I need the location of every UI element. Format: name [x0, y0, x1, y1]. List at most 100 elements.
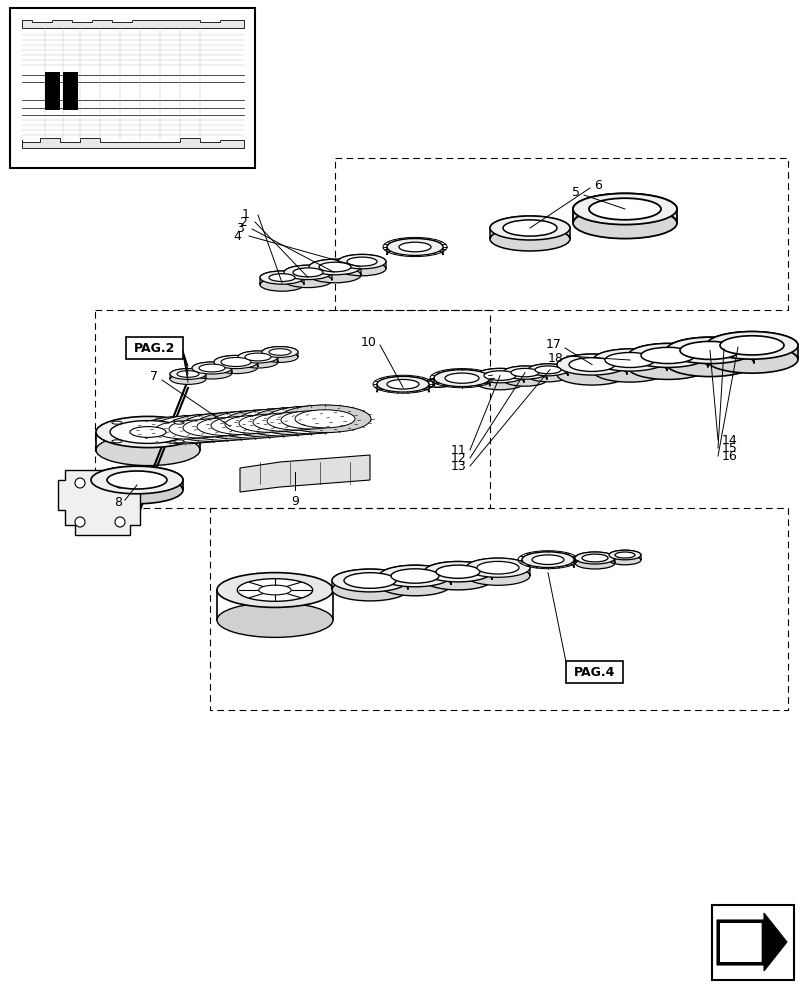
Ellipse shape: [260, 271, 303, 284]
Ellipse shape: [466, 566, 530, 585]
Polygon shape: [592, 349, 666, 371]
Circle shape: [75, 478, 85, 488]
Ellipse shape: [96, 416, 200, 448]
Ellipse shape: [510, 368, 539, 377]
Text: 9: 9: [290, 495, 298, 508]
Bar: [10, 8, 255, 168]
Ellipse shape: [107, 471, 167, 489]
Ellipse shape: [489, 227, 569, 251]
Ellipse shape: [614, 552, 634, 558]
Polygon shape: [719, 923, 761, 962]
Ellipse shape: [225, 415, 285, 433]
Ellipse shape: [237, 579, 312, 601]
Ellipse shape: [337, 261, 385, 276]
Polygon shape: [379, 565, 450, 585]
Ellipse shape: [379, 565, 450, 587]
Polygon shape: [169, 369, 206, 379]
Ellipse shape: [444, 373, 478, 383]
Circle shape: [115, 517, 125, 527]
Bar: [45, 72, 60, 110]
Ellipse shape: [475, 368, 523, 383]
Polygon shape: [489, 216, 569, 239]
Ellipse shape: [139, 416, 230, 444]
Ellipse shape: [262, 352, 298, 362]
Ellipse shape: [573, 193, 676, 225]
Ellipse shape: [279, 405, 371, 433]
Text: 13: 13: [449, 460, 466, 473]
Polygon shape: [22, 20, 243, 28]
Polygon shape: [433, 370, 489, 386]
Polygon shape: [237, 408, 328, 425]
Circle shape: [75, 517, 85, 527]
Polygon shape: [309, 259, 361, 275]
Ellipse shape: [199, 364, 225, 372]
Ellipse shape: [281, 411, 341, 429]
Text: 17: 17: [546, 338, 561, 352]
Ellipse shape: [109, 421, 186, 443]
Ellipse shape: [169, 374, 206, 384]
Text: 3: 3: [236, 223, 243, 235]
Ellipse shape: [223, 409, 315, 437]
Ellipse shape: [309, 267, 361, 283]
Ellipse shape: [436, 565, 479, 578]
Ellipse shape: [521, 552, 573, 568]
Polygon shape: [22, 138, 243, 148]
Polygon shape: [608, 550, 640, 560]
Ellipse shape: [391, 569, 439, 583]
Ellipse shape: [423, 570, 491, 590]
Polygon shape: [195, 412, 286, 429]
Ellipse shape: [262, 347, 298, 357]
Polygon shape: [191, 362, 232, 373]
Polygon shape: [139, 416, 230, 433]
Text: 11: 11: [449, 444, 466, 456]
Ellipse shape: [284, 265, 332, 280]
Ellipse shape: [96, 434, 200, 466]
Ellipse shape: [581, 554, 607, 562]
Ellipse shape: [332, 578, 407, 601]
Polygon shape: [574, 552, 614, 563]
Text: PAG.2: PAG.2: [134, 342, 175, 355]
Polygon shape: [761, 920, 784, 965]
Text: PAG.4: PAG.4: [573, 666, 615, 678]
Polygon shape: [238, 351, 277, 362]
Ellipse shape: [705, 332, 797, 359]
Ellipse shape: [221, 358, 251, 366]
Ellipse shape: [112, 440, 122, 443]
Ellipse shape: [379, 574, 450, 596]
Ellipse shape: [387, 379, 418, 389]
Ellipse shape: [238, 414, 298, 432]
Polygon shape: [284, 265, 332, 280]
Ellipse shape: [376, 376, 428, 392]
Ellipse shape: [174, 421, 184, 424]
Ellipse shape: [245, 353, 271, 361]
Ellipse shape: [309, 259, 361, 275]
Ellipse shape: [181, 413, 272, 440]
Text: 7: 7: [150, 370, 158, 383]
Ellipse shape: [556, 354, 626, 375]
Polygon shape: [387, 239, 443, 255]
Bar: [63, 72, 78, 110]
Ellipse shape: [130, 427, 165, 437]
Text: 15: 15: [721, 442, 737, 454]
Ellipse shape: [588, 198, 660, 220]
Ellipse shape: [665, 337, 753, 364]
Ellipse shape: [332, 569, 407, 592]
Polygon shape: [556, 354, 626, 375]
Polygon shape: [502, 366, 547, 380]
Ellipse shape: [574, 557, 614, 569]
Ellipse shape: [152, 415, 245, 443]
Ellipse shape: [217, 573, 333, 607]
Ellipse shape: [169, 420, 229, 438]
Ellipse shape: [284, 273, 332, 288]
Ellipse shape: [337, 254, 385, 269]
Text: 18: 18: [547, 353, 564, 365]
Ellipse shape: [556, 364, 626, 385]
Ellipse shape: [214, 360, 258, 374]
Polygon shape: [705, 332, 797, 359]
Ellipse shape: [502, 220, 556, 236]
Ellipse shape: [268, 274, 294, 282]
Ellipse shape: [640, 347, 694, 364]
Polygon shape: [376, 376, 428, 392]
Ellipse shape: [167, 414, 259, 442]
Ellipse shape: [665, 350, 753, 377]
